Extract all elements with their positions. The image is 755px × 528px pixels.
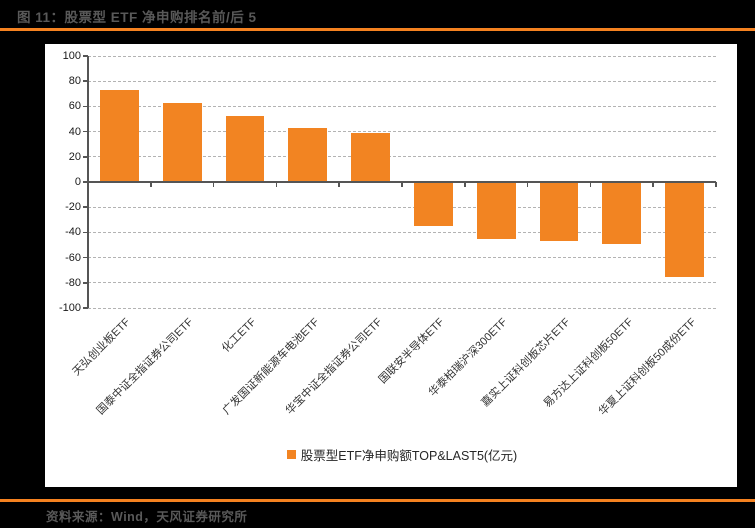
y-tick-label: -100 [58, 302, 81, 314]
x-axis-tick [338, 182, 340, 187]
x-axis-tick [401, 182, 403, 187]
y-axis-tick [83, 256, 88, 259]
gridline-80 [88, 80, 716, 82]
chart-panel: 100 80 60 40 20 0 -20 -40 -60 -80 -100 天弘创业板ETF 国泰中证… [45, 44, 737, 487]
y-axis-tick [83, 55, 88, 57]
y-axis-line [87, 56, 89, 308]
y-tick-label: 60 [68, 100, 81, 113]
x-axis-tick [464, 182, 466, 187]
y-tick-label: -40 [65, 226, 81, 239]
x-axis-tick [212, 182, 215, 187]
gridline-20 [88, 156, 716, 158]
gridline-40 [88, 131, 716, 133]
y-axis-tick [83, 156, 88, 158]
bar [225, 116, 265, 182]
y-tick-label: 20 [68, 150, 81, 163]
gridline--80 [88, 282, 716, 284]
y-tick-label: 100 [62, 50, 81, 62]
y-axis-tick [83, 130, 88, 133]
y-axis-tick [83, 282, 88, 284]
y-axis-tick [83, 105, 88, 108]
legend-marker-icon [286, 450, 296, 459]
x-axis-tick [589, 182, 592, 187]
y-tick-label: 40 [68, 125, 81, 138]
gridline--100 [88, 307, 716, 309]
category-label: 天弘创业板ETF [70, 316, 133, 379]
y-axis-tick [83, 206, 88, 208]
x-axis-tick [715, 182, 717, 187]
y-axis-tick [83, 307, 88, 309]
x-axis-tick [150, 182, 152, 187]
legend-label: 股票型ETF净申购额TOP&LAST5(亿元) [300, 449, 518, 463]
x-axis-tick [275, 182, 278, 187]
x-axis-tick [526, 182, 529, 187]
gridline--60 [88, 257, 716, 259]
bottom-accent-rule [0, 499, 755, 502]
bar [288, 127, 328, 182]
bar [665, 182, 705, 277]
gridline-60 [88, 105, 716, 107]
y-tick-label: -20 [65, 201, 81, 214]
bar [162, 102, 202, 182]
y-axis-tick [83, 231, 88, 234]
legend: 股票型ETF净申购额TOP&LAST5(亿元) [88, 445, 716, 464]
y-tick-label: -80 [65, 276, 81, 289]
y-axis-tick [83, 181, 88, 183]
gridline-100 [88, 55, 716, 57]
bar [99, 90, 139, 182]
bar [413, 182, 453, 227]
y-tick-label: 0 [74, 176, 81, 188]
gridline--20 [88, 206, 716, 208]
y-axis-tick [83, 80, 88, 82]
bar [351, 132, 391, 182]
category-label: 化工ETF [219, 316, 259, 355]
source-note: 资料来源：Wind，天风证券研究所 [46, 510, 248, 524]
gridline--40 [88, 231, 716, 233]
y-tick-label: 80 [68, 75, 81, 88]
bar [602, 182, 642, 244]
figure-title: 图 11：股票型 ETF 净申购排名前/后 5 [17, 10, 257, 25]
bar [539, 182, 579, 242]
bar [476, 182, 516, 239]
top-accent-rule [0, 28, 755, 31]
y-tick-label: -60 [65, 251, 81, 264]
x-axis-tick [652, 182, 654, 187]
